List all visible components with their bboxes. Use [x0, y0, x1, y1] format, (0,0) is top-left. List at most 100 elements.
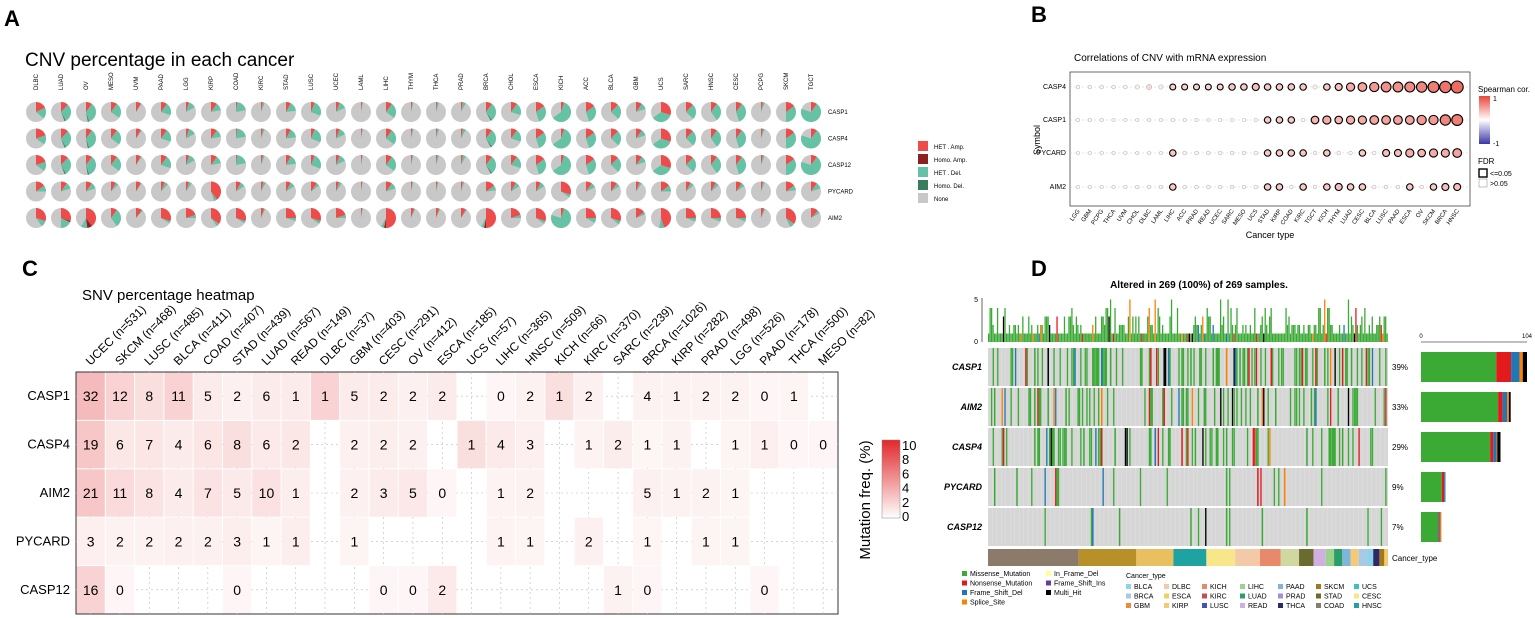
snv-cell: [76, 469, 105, 517]
onco-right-bar: [1502, 392, 1508, 422]
cor-dot: [1194, 118, 1199, 122]
cnv-pie-slice: [761, 181, 763, 192]
onco-cancer-legend-label: BRCA: [1134, 594, 1154, 601]
onco-mut-legend-label: Nonsense_Mutation: [970, 581, 1032, 588]
onco-top-bar: [1069, 316, 1072, 342]
snv-cell-value: 16: [83, 582, 99, 598]
onco-anno-label: Cancer_type: [1392, 554, 1438, 563]
snv-cell-value: 5: [409, 485, 417, 501]
onco-top-bar: [1136, 333, 1138, 342]
cor-dot: [1206, 184, 1211, 190]
onco-mut-legend-key: [1046, 590, 1051, 595]
cnv-pie-slice: [811, 154, 817, 165]
cnv-pie-slice: [136, 181, 141, 192]
onco-top-bar: [1108, 316, 1110, 342]
onco-top-bar: [1356, 325, 1359, 342]
onco-anno-block: [1342, 549, 1351, 566]
snv-cell: [691, 517, 721, 566]
onco-mut-legend-key: [962, 590, 967, 595]
onco-top-bar: [1141, 333, 1143, 342]
snv-cell-value: 1: [643, 437, 651, 453]
onco-top-bar: [1132, 316, 1134, 342]
onco-mut-cell: [1057, 428, 1060, 466]
cor-dot: [1287, 116, 1296, 124]
cnv-pie-slice: [551, 208, 572, 229]
panel-a-cnv: A CNV percentage in each cancer DLBC LUAD…: [4, 6, 967, 229]
onco-mut-cell: [1205, 428, 1207, 466]
onco-top-bar: [1117, 333, 1119, 342]
onco-mut-cell: [1334, 428, 1336, 466]
cor-dot: [1111, 151, 1116, 155]
cnv-pie-slice: [236, 181, 241, 192]
cor-dot: [1111, 84, 1116, 90]
onco-top-bar: [1362, 333, 1365, 342]
cnv-pie-slice: [659, 218, 665, 228]
cnv-pie-slice: [381, 218, 386, 228]
onco-top-bar: [1209, 316, 1211, 342]
cnv-pie-slice: [552, 128, 571, 149]
snv-cell-value: 2: [409, 437, 417, 453]
onco-top-bar: [1215, 333, 1217, 342]
snv-cell-value: 1: [731, 437, 739, 453]
cnv-pie-slice: [561, 208, 565, 218]
cor-dot: [1230, 118, 1235, 122]
cnv-pie-slice: [161, 218, 171, 224]
snv-cell-value: 1: [292, 485, 300, 501]
onco-gene-label: AIM2: [959, 402, 982, 412]
onco-top-bar: [1330, 325, 1332, 342]
onco-mut-cell: [1071, 348, 1073, 386]
cnv-pie-slice: [711, 156, 722, 174]
onco-mut-cell: [1255, 348, 1258, 386]
snv-cell-value: 4: [175, 437, 183, 453]
onco-mut-cell: [992, 428, 994, 466]
cnv-pie-slice: [636, 130, 646, 139]
onco-top-bar: [1222, 316, 1225, 342]
onco-top-bar: [1277, 333, 1280, 342]
cor-dot: [1194, 150, 1199, 156]
onco-cancer-legend-key: [1202, 603, 1207, 608]
onco-mut-cell: [990, 388, 993, 426]
onco-mut-cell: [1380, 508, 1383, 546]
onco-mut-cell: [993, 388, 996, 426]
cnv-pie-slice: [36, 181, 45, 192]
snv-cell: [779, 420, 808, 469]
onco-mut-cell: [1057, 468, 1060, 506]
onco-mut-cell: [1239, 348, 1241, 386]
onco-mut-cell: [1098, 348, 1100, 386]
cnv-pie-slice: [686, 182, 694, 192]
cor-gene-label: CASP4: [1043, 84, 1066, 91]
onco-mut-cell: [1148, 348, 1151, 386]
cor-dot: [1263, 116, 1272, 124]
cnv-pie-slice: [611, 208, 621, 222]
cnv-cancer-label: THCA: [434, 74, 440, 90]
onco-mut-cell: [1270, 348, 1273, 386]
cnv-pie-slice: [261, 128, 265, 139]
onco-mut-cell: [1352, 388, 1354, 426]
onco-top-bar: [1105, 308, 1107, 342]
onco-top-bar: [1300, 333, 1302, 342]
cnv-pie-slice: [336, 128, 340, 139]
snv-cell-value: 11: [171, 388, 186, 404]
onco-gene-percent: 7%: [1392, 523, 1404, 532]
cnv-pie-slice: [736, 103, 747, 122]
onco-top-bar: [1187, 333, 1189, 342]
cor-dot: [1158, 184, 1164, 190]
onco-mut-cell: [1101, 428, 1103, 466]
onco-top-bar: [1197, 325, 1199, 342]
onco-title: Altered in 269 (100%) of 269 samples.: [1110, 280, 1288, 291]
cnv-pie-slice: [86, 218, 92, 228]
onco-top-bar: [1225, 333, 1228, 342]
onco-mut-cell: [1112, 468, 1115, 506]
onco-mut-cell: [1254, 428, 1256, 466]
onco-top-bar: [1154, 299, 1156, 342]
onco-mut-cell: [1361, 348, 1363, 386]
onco-top-bar: [1066, 333, 1069, 342]
cnv-pie-slice: [486, 181, 495, 192]
snv-cell: [105, 420, 135, 469]
cnv-pie-slice: [636, 155, 642, 165]
onco-mut-cell: [1121, 348, 1124, 386]
cor-dot: [1218, 118, 1223, 122]
onco-mut-cell: [1347, 428, 1350, 466]
snv-cell-value: 3: [526, 437, 534, 453]
cnv-cancer-label: KICH: [559, 76, 565, 90]
